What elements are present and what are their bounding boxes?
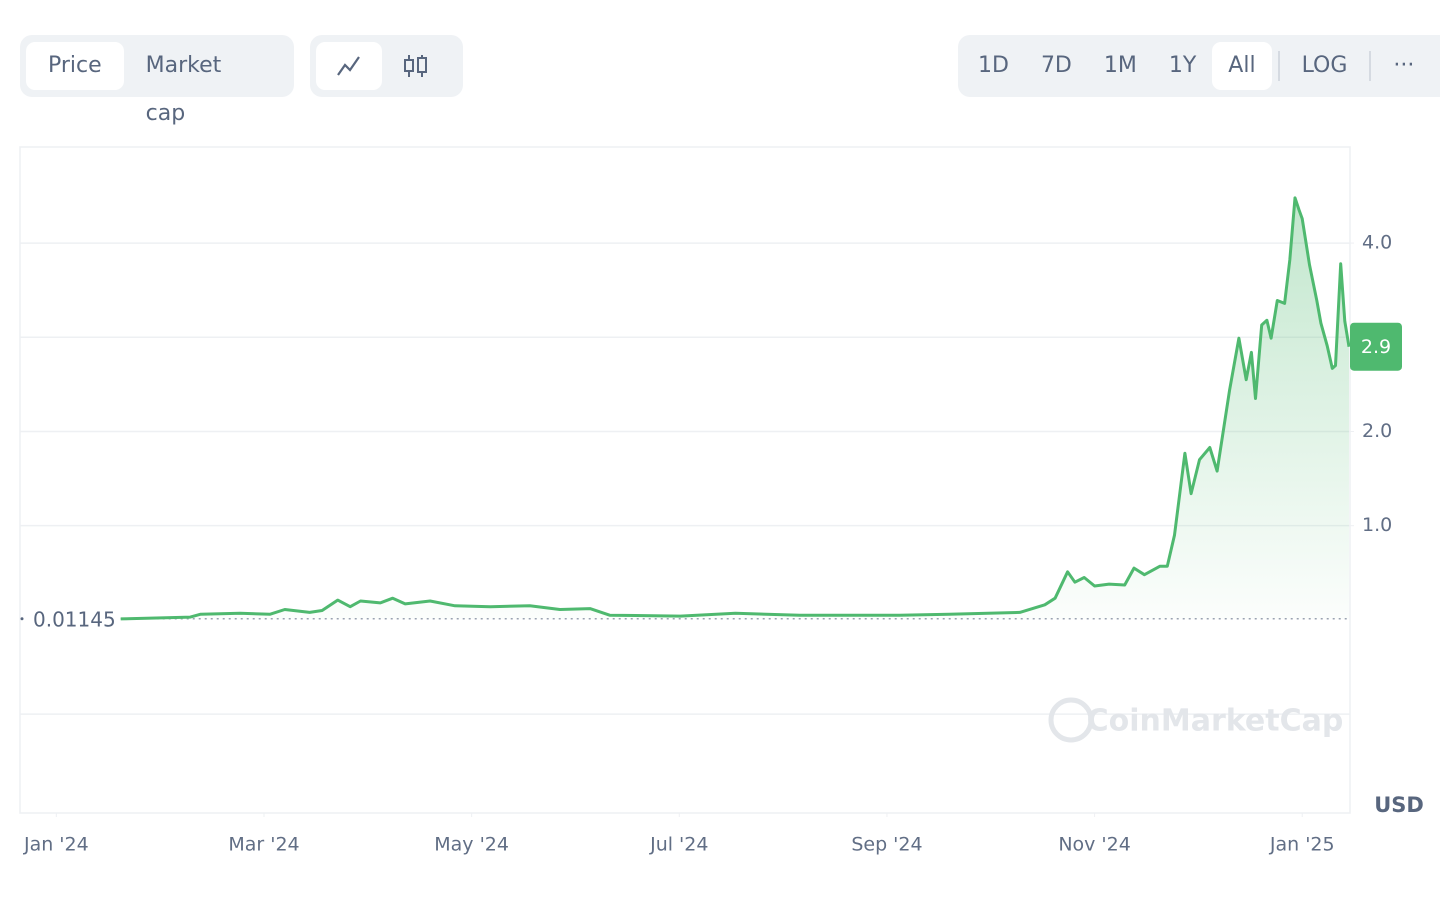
y-tick-label: 4.0 bbox=[1362, 232, 1392, 254]
candle-icon bbox=[404, 55, 427, 77]
range-tabs: 1D 7D 1M 1Y All LOG ··· bbox=[958, 35, 1440, 97]
current-price-badge bbox=[1350, 322, 1402, 371]
y-tick-label: 2.0 bbox=[1362, 420, 1392, 442]
x-tick-label: Jan '24 bbox=[23, 834, 89, 856]
more-button[interactable]: ··· bbox=[1393, 53, 1415, 78]
x-tick-label: Sep '24 bbox=[851, 834, 922, 856]
baseline-dot bbox=[20, 617, 24, 621]
watermark-logo bbox=[1048, 697, 1094, 743]
range-all[interactable]: All bbox=[1212, 42, 1272, 90]
line-chart-button[interactable] bbox=[316, 42, 382, 90]
separator bbox=[1369, 51, 1372, 81]
range-1m[interactable]: 1M bbox=[1103, 53, 1137, 78]
tab-price[interactable]: Price bbox=[26, 42, 124, 90]
baseline-label: 0.01145 bbox=[33, 607, 116, 631]
watermark: CoinMarketCap bbox=[1087, 704, 1344, 739]
current-price-label: 2.9 bbox=[1361, 336, 1391, 358]
y-tick-label: 1.0 bbox=[1362, 514, 1392, 536]
x-tick-label: Jul '24 bbox=[649, 834, 708, 856]
plot-frame bbox=[19, 146, 1351, 814]
range-7d[interactable]: 7D bbox=[1040, 53, 1072, 78]
x-tick-label: May '24 bbox=[434, 834, 509, 856]
range-1y[interactable]: 1Y bbox=[1168, 53, 1197, 78]
x-tick-label: Mar '24 bbox=[228, 834, 299, 856]
log-toggle[interactable]: LOG bbox=[1301, 53, 1348, 78]
view-tabs: Price Market cap bbox=[20, 35, 294, 126]
range-1d[interactable]: 1D bbox=[978, 53, 1009, 78]
candle-chart-button[interactable] bbox=[382, 42, 450, 90]
price-line bbox=[120, 196, 1351, 621]
x-tick-label: Nov '24 bbox=[1058, 834, 1131, 856]
tab-market-cap[interactable]: Market cap bbox=[145, 53, 222, 126]
separator bbox=[1277, 51, 1280, 81]
unit-label: USD bbox=[1374, 793, 1424, 817]
x-tick-label: Jan '25 bbox=[1269, 834, 1335, 856]
line-icon bbox=[337, 56, 360, 76]
area-fill bbox=[120, 197, 1350, 619]
chart-style bbox=[310, 35, 463, 97]
